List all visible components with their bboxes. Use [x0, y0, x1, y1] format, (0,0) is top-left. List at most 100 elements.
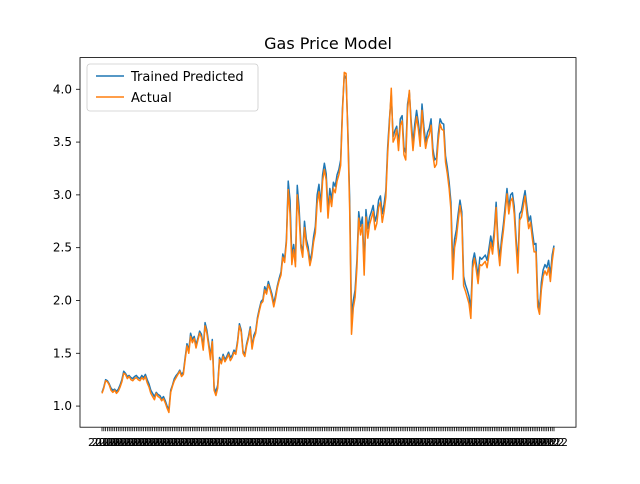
x-tick-label: 2012 [323, 436, 351, 449]
x-tick-label: 2012 [135, 436, 163, 449]
x-tick-label: 2012 [178, 436, 206, 449]
x-tick-label: 2012 [146, 436, 174, 449]
x-tick-label: 2012 [121, 436, 149, 449]
x-tick-label: 2012 [432, 436, 460, 449]
x-tick-label: 2012 [533, 436, 561, 449]
x-tick-label: 2012 [497, 436, 525, 449]
x-tick-label: 2012 [102, 436, 130, 449]
x-tick-label: 2012 [128, 436, 156, 449]
x-tick-label: 2012 [110, 436, 138, 449]
x-tick-label: 2012 [301, 436, 329, 449]
x-tick-label: 2012 [251, 436, 279, 449]
x-tick-label: 2012 [92, 436, 120, 449]
x-tick-label: 2012 [439, 436, 467, 449]
x-tick-label: 2012 [153, 436, 181, 449]
x-tick-label: 2012 [486, 436, 514, 449]
x-tick-label: 2012 [276, 436, 304, 449]
x-tick-label: 2012 [370, 436, 398, 449]
x-tick-label: 2012 [272, 436, 300, 449]
x-tick-label: 2012 [233, 436, 261, 449]
x-tick-label: 2012 [493, 436, 521, 449]
x-tick-label: 2012 [540, 436, 568, 449]
x-tick-label: 2012 [442, 436, 470, 449]
x-tick-label: 2012 [341, 436, 369, 449]
x-tick-label: 2012 [446, 436, 474, 449]
x-tick-label: 2012 [171, 436, 199, 449]
x-tick-label: 2012 [269, 436, 297, 449]
x-tick-label: 2012 [392, 436, 420, 449]
x-tick-label: 2012 [359, 436, 387, 449]
x-tick-label: 2012 [106, 436, 134, 449]
x-tick-label: 2012 [500, 436, 528, 449]
x-tick-labels-overlap: 2012201220122012201220122012201220122012… [88, 436, 568, 449]
y-tick-label: 3.0 [53, 188, 72, 202]
x-tick-label: 2012 [348, 436, 376, 449]
x-tick-label: 2012 [450, 436, 478, 449]
x-ticks [101, 427, 555, 432]
x-tick-label: 2012 [468, 436, 496, 449]
x-tick-label: 2012 [131, 436, 159, 449]
legend-label-trained-predicted: Trained Predicted [130, 70, 244, 85]
x-tick-label: 2012 [526, 436, 554, 449]
x-tick-label: 2012 [453, 436, 481, 449]
x-tick-label: 2012 [283, 436, 311, 449]
x-tick-label: 2012 [117, 436, 145, 449]
x-tick-label: 2012 [207, 436, 235, 449]
x-tick-label: 2012 [417, 436, 445, 449]
x-tick-label: 2012 [218, 436, 246, 449]
x-tick-label: 2012 [334, 436, 362, 449]
x-tick-label: 2012 [113, 436, 141, 449]
x-tick-label: 2012 [395, 436, 423, 449]
y-axis: 1.0 1.5 2.0 2.5 3.0 3.5 4.0 [53, 82, 80, 413]
x-tick-label: 2012 [243, 436, 271, 449]
x-tick-label: 2012 [511, 436, 539, 449]
x-tick-label: 2012 [240, 436, 268, 449]
x-tick-label: 2012 [403, 436, 431, 449]
x-tick-label: 2012 [435, 436, 463, 449]
x-tick-label: 2012 [352, 436, 380, 449]
x-tick-label: 2012 [168, 436, 196, 449]
x-tick-label: 2012 [215, 436, 243, 449]
y-tick-label: 3.5 [53, 135, 72, 149]
x-tick-label: 2012 [139, 436, 167, 449]
x-tick-label: 2012 [327, 436, 355, 449]
legend-label-actual: Actual [131, 91, 172, 106]
x-tick-label: 2012 [294, 436, 322, 449]
x-tick-label: 2012 [424, 436, 452, 449]
y-tick-label: 2.5 [53, 241, 72, 255]
x-tick-label: 2012 [366, 436, 394, 449]
x-tick-label: 2012 [356, 436, 384, 449]
x-tick-label: 2012 [464, 436, 492, 449]
x-tick-label: 2012 [290, 436, 318, 449]
x-axis: 2012201220122012201220122012201220122012… [88, 427, 568, 449]
x-tick-label: 2012 [298, 436, 326, 449]
x-tick-label: 2012 [529, 436, 557, 449]
x-tick-label: 2012 [236, 436, 264, 449]
x-tick-label: 2012 [421, 436, 449, 449]
x-tick-label: 2012 [99, 436, 127, 449]
x-tick-label: 2012 [200, 436, 228, 449]
x-tick-label: 2012 [196, 436, 224, 449]
y-tick-label: 4.0 [53, 82, 72, 96]
x-tick-label: 2012 [475, 436, 503, 449]
x-tick-label: 2012 [258, 436, 286, 449]
x-tick-label: 2012 [312, 436, 340, 449]
x-tick-label: 2012 [247, 436, 275, 449]
x-tick-label: 2012 [536, 436, 564, 449]
x-tick-label: 2012 [515, 436, 543, 449]
x-tick-label: 2012 [518, 436, 546, 449]
x-tick-label: 2012 [254, 436, 282, 449]
x-tick-label: 2012 [388, 436, 416, 449]
x-tick-label: 2012 [410, 436, 438, 449]
y-tick-label: 2.0 [53, 293, 72, 307]
x-tick-label: 2012 [345, 436, 373, 449]
x-tick-label: 2012 [222, 436, 250, 449]
x-tick-label: 2012 [338, 436, 366, 449]
x-tick-label: 2012 [377, 436, 405, 449]
x-tick-label: 2012 [457, 436, 485, 449]
x-tick-label: 2012 [374, 436, 402, 449]
x-tick-label: 2012 [225, 436, 253, 449]
x-tick-label: 2012 [182, 436, 210, 449]
y-tick-label: 1.5 [53, 346, 72, 360]
